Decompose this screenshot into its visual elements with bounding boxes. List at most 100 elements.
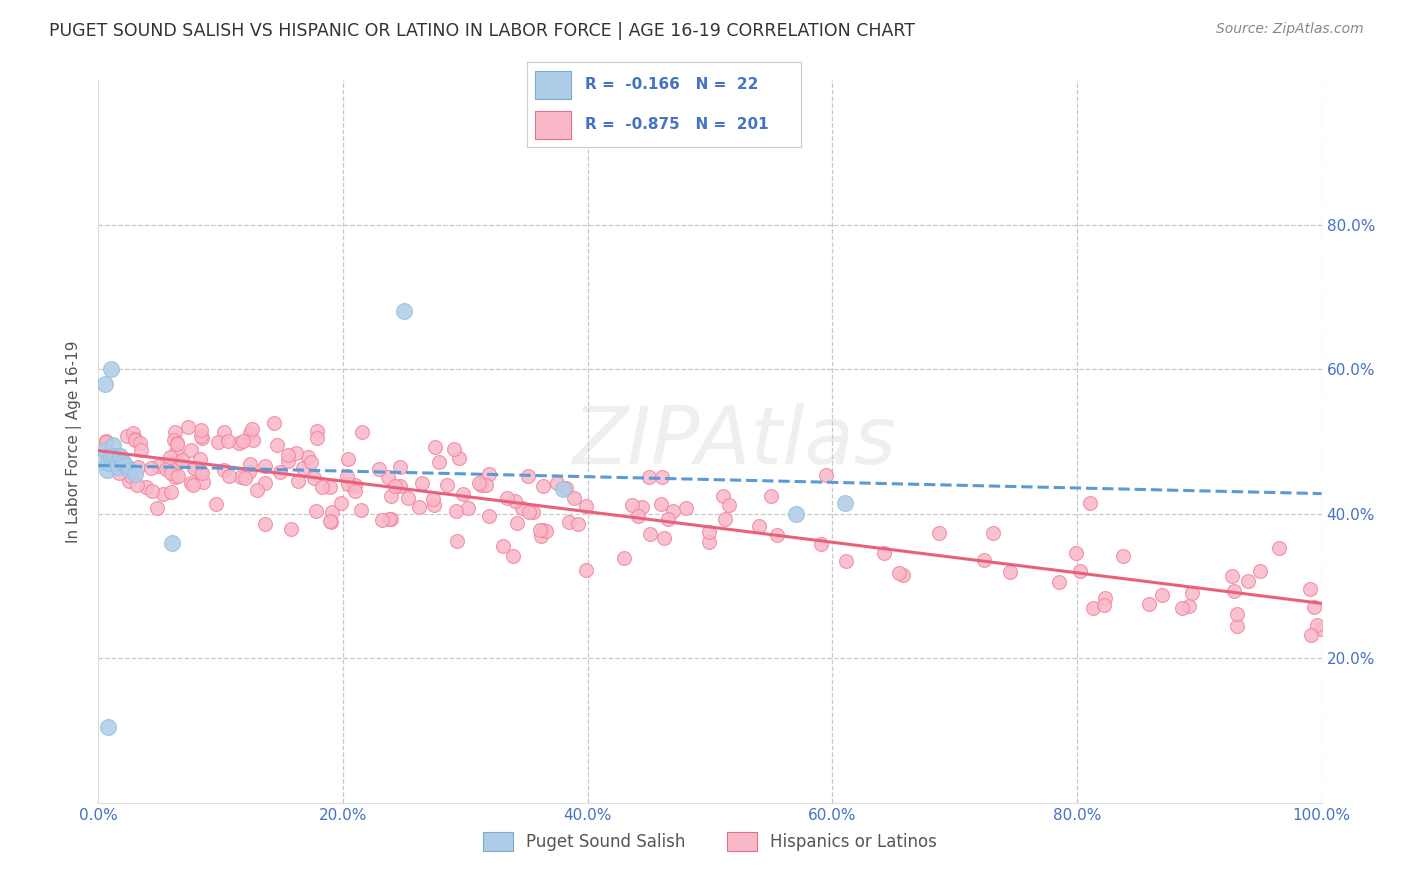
Point	[280, 522, 302, 536]
Point	[534, 524, 557, 538]
Point	[998, 565, 1021, 579]
Point	[562, 491, 585, 506]
Point	[253, 516, 276, 531]
Point	[1306, 617, 1329, 632]
Point	[266, 438, 288, 452]
Point	[319, 514, 342, 528]
Point	[291, 460, 314, 475]
Point	[205, 497, 228, 511]
Point	[120, 469, 142, 483]
Point	[396, 491, 419, 505]
Point	[378, 512, 401, 526]
Point	[350, 502, 373, 516]
Point	[165, 469, 187, 483]
Point	[146, 500, 169, 515]
Point	[1220, 569, 1243, 583]
Legend: Puget Sound Salish, Hispanics or Latinos: Puget Sound Salish, Hispanics or Latinos	[474, 824, 946, 860]
Point	[443, 442, 465, 456]
Point	[1226, 607, 1249, 621]
Point	[277, 454, 299, 468]
Point	[299, 454, 322, 468]
Point	[630, 500, 652, 515]
Point	[180, 476, 202, 491]
Point	[558, 515, 581, 529]
Point	[311, 480, 333, 494]
Point	[231, 469, 253, 483]
Point	[212, 463, 235, 477]
Point	[1150, 588, 1173, 602]
Point	[638, 527, 661, 541]
Point	[166, 437, 188, 451]
Point	[451, 487, 474, 501]
Point	[193, 475, 215, 489]
Point	[546, 475, 568, 490]
Point	[516, 468, 538, 483]
Point	[1178, 599, 1201, 614]
Point	[321, 505, 343, 519]
Point	[510, 501, 533, 516]
Point	[163, 433, 186, 447]
Text: ZIPAtlas: ZIPAtlas	[572, 402, 897, 481]
Point	[427, 455, 450, 469]
Point	[108, 448, 131, 462]
Point	[233, 471, 256, 485]
Point	[212, 425, 235, 439]
Point	[380, 512, 402, 526]
Point	[103, 449, 125, 463]
Point	[377, 470, 399, 484]
Point	[285, 445, 308, 459]
Point	[302, 471, 325, 485]
Point	[761, 489, 783, 503]
Point	[124, 467, 146, 481]
Point	[218, 469, 240, 483]
Point	[160, 535, 183, 549]
Point	[239, 457, 262, 471]
Text: R =  -0.166   N =  22: R = -0.166 N = 22	[585, 78, 758, 93]
Point	[107, 459, 129, 474]
Point	[422, 491, 444, 506]
Point	[100, 450, 122, 465]
Point	[159, 450, 181, 464]
Point	[127, 459, 149, 474]
Point	[834, 496, 856, 510]
Point	[343, 478, 366, 492]
Point	[97, 720, 120, 734]
Point	[191, 431, 214, 445]
Point	[574, 563, 596, 577]
Point	[810, 537, 832, 551]
Point	[1066, 546, 1088, 560]
Point	[1112, 549, 1135, 564]
Point	[135, 480, 157, 494]
Point	[468, 475, 491, 490]
Point	[627, 508, 650, 523]
Point	[411, 475, 433, 490]
Point	[307, 431, 329, 445]
Point	[522, 505, 544, 519]
Point	[181, 478, 204, 492]
Point	[652, 531, 675, 545]
Point	[891, 567, 914, 582]
Point	[1081, 601, 1104, 615]
Point	[111, 455, 134, 469]
Point	[139, 461, 162, 475]
Point	[1310, 622, 1333, 636]
Point	[160, 484, 183, 499]
Point	[1094, 591, 1116, 605]
Point	[748, 519, 770, 533]
Point	[188, 465, 211, 479]
Point	[1237, 574, 1260, 589]
Point	[166, 456, 188, 470]
Point	[766, 528, 789, 542]
Point	[180, 442, 202, 457]
Point	[100, 362, 122, 376]
Point	[505, 494, 527, 508]
Point	[177, 419, 200, 434]
Point	[329, 496, 352, 510]
Point	[96, 434, 118, 448]
Point	[1181, 586, 1204, 600]
Point	[305, 504, 328, 518]
Bar	[536, 71, 571, 99]
Point	[101, 438, 124, 452]
Point	[392, 304, 416, 318]
Point	[342, 479, 364, 493]
